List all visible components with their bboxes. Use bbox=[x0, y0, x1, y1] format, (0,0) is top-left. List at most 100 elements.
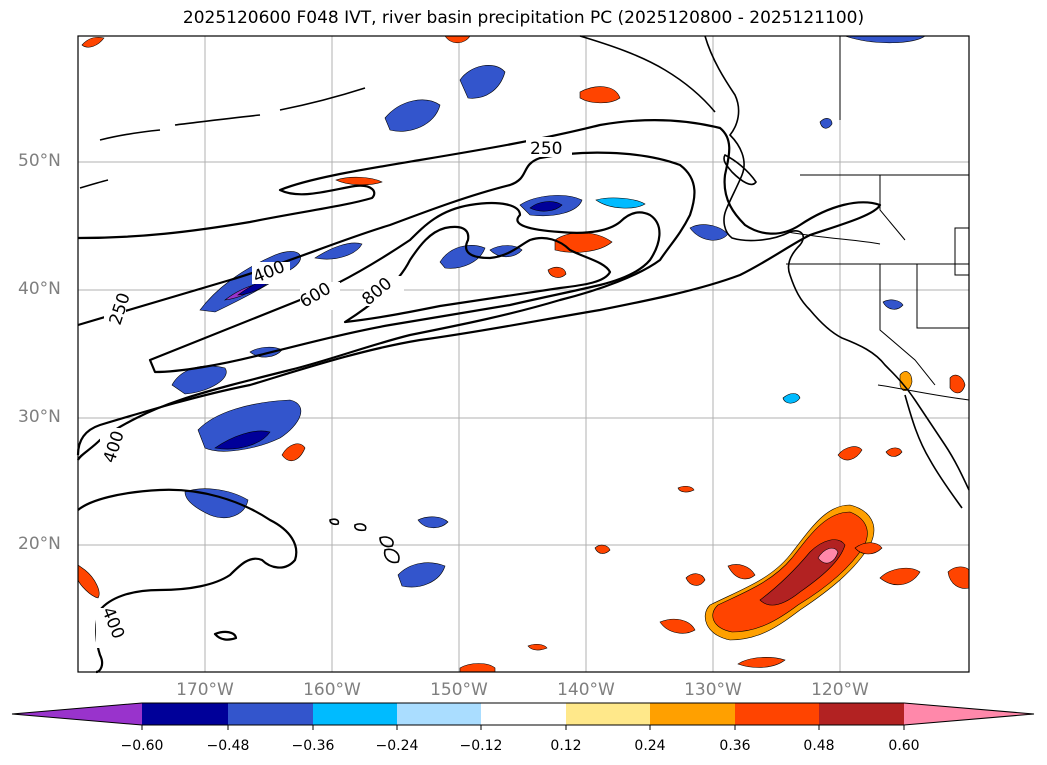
lon-label-150w: 150°W bbox=[430, 680, 488, 700]
hawaii-2 bbox=[354, 523, 367, 532]
ivt-contour-800 bbox=[343, 225, 612, 324]
anomaly-blob bbox=[281, 443, 306, 462]
lon-label-170w: 170°W bbox=[176, 680, 234, 700]
ivt-label-250-top: 250 bbox=[530, 139, 562, 159]
colorbar-tick-label: 0.36 bbox=[719, 738, 751, 754]
california-nevada bbox=[879, 264, 936, 386]
colorbar-seg bbox=[566, 703, 650, 725]
aleutian-3 bbox=[279, 87, 366, 111]
anomaly-blob bbox=[529, 201, 563, 212]
colorbar-tick-label: 0.12 bbox=[550, 738, 582, 754]
colorbar-tick-label: −0.36 bbox=[291, 738, 335, 754]
colorbar-tick-label: −0.48 bbox=[206, 738, 250, 754]
anomaly-blob bbox=[171, 365, 227, 395]
anomaly-blob bbox=[439, 245, 486, 269]
label-backing bbox=[364, 276, 404, 306]
colorbar-ticks bbox=[141, 725, 905, 730]
colorbar-extend-min bbox=[12, 703, 142, 725]
anomaly-blob bbox=[459, 663, 496, 673]
coastlines bbox=[79, 35, 970, 564]
colorbar-tick-label: −0.12 bbox=[459, 738, 503, 754]
anomaly-blob bbox=[837, 446, 863, 461]
anomaly-blob bbox=[677, 485, 695, 493]
ivt-contour-400 bbox=[76, 151, 696, 461]
baja-coast bbox=[904, 394, 963, 509]
nevada-utah bbox=[916, 264, 969, 329]
anomaly-blob bbox=[727, 564, 756, 580]
ivt-contour-600 bbox=[148, 201, 661, 374]
anomaly-blob bbox=[817, 547, 839, 564]
idaho-border bbox=[879, 175, 906, 241]
aleutian-2 bbox=[174, 114, 261, 126]
anomaly-blob bbox=[397, 562, 446, 588]
lat-label-50n: 50°N bbox=[18, 151, 61, 171]
label-backing bbox=[96, 608, 120, 648]
precip-positive-anomalies bbox=[77, 35, 970, 673]
anomaly-blob bbox=[547, 266, 567, 278]
label-backing bbox=[526, 137, 572, 157]
hawaii-3 bbox=[379, 536, 394, 548]
anomaly-blob bbox=[595, 197, 646, 209]
anomaly-blob bbox=[417, 516, 449, 529]
mexico-border bbox=[877, 384, 970, 401]
lon-label-140w: 140°W bbox=[557, 680, 615, 700]
anomaly-blob bbox=[885, 447, 903, 457]
colorbar-seg bbox=[228, 703, 313, 725]
anomaly-blob bbox=[214, 430, 271, 450]
aleutian-4 bbox=[79, 179, 109, 189]
colorbar-tick-label: 0.60 bbox=[888, 738, 920, 754]
colorbar-tick-label: −0.24 bbox=[375, 738, 419, 754]
anomaly-blob bbox=[882, 299, 904, 310]
lat-label-30n: 30°N bbox=[18, 407, 61, 427]
label-backing bbox=[104, 294, 126, 330]
label-backing bbox=[300, 282, 340, 310]
hawaii-4 bbox=[383, 548, 400, 564]
colorbar-tick-label: 0.24 bbox=[634, 738, 666, 754]
lat-label-40n: 40°N bbox=[18, 279, 61, 299]
colorbar-seg bbox=[650, 703, 735, 725]
anomaly-blob bbox=[854, 542, 883, 555]
precip-negative-anomalies bbox=[171, 35, 926, 588]
colorbar-seg bbox=[313, 703, 397, 725]
colorbar-seg bbox=[397, 703, 481, 725]
label-backing bbox=[100, 428, 124, 468]
anomaly-blob bbox=[314, 242, 363, 260]
anomaly-blob bbox=[685, 573, 706, 586]
lon-label-120w: 120°W bbox=[811, 680, 869, 700]
anomaly-blob bbox=[579, 86, 621, 104]
colorbar-seg bbox=[819, 703, 904, 725]
political-borders bbox=[786, 36, 970, 401]
anomaly-blob bbox=[335, 176, 383, 186]
lat-label-20n: 20°N bbox=[18, 534, 61, 554]
anomaly-blob bbox=[384, 99, 441, 132]
ivt-contour-small bbox=[213, 630, 238, 641]
anomaly-blob bbox=[949, 374, 966, 394]
colorbar-extend-max bbox=[904, 703, 1034, 725]
anomaly-blob bbox=[659, 618, 696, 634]
anomaly-blob bbox=[594, 544, 611, 554]
vancouver-island bbox=[723, 153, 757, 186]
map-frame bbox=[77, 35, 970, 673]
colorbar-seg bbox=[481, 703, 566, 725]
north-america-coast bbox=[704, 35, 970, 491]
colorbar-tick-label: −0.60 bbox=[120, 738, 164, 754]
lon-label-160w: 160°W bbox=[303, 680, 361, 700]
hawaii-1 bbox=[329, 518, 340, 526]
anomaly-blob bbox=[527, 643, 548, 651]
anomaly-blob bbox=[81, 36, 105, 48]
aleutian-1 bbox=[99, 129, 161, 141]
label-backing bbox=[252, 262, 290, 284]
washington-oregon bbox=[787, 231, 881, 245]
anomaly-blob bbox=[782, 393, 801, 404]
anomaly-blob bbox=[77, 564, 100, 599]
map-title: 2025120600 F048 IVT, river basin precipi… bbox=[182, 8, 865, 28]
colorbar-segments bbox=[12, 703, 1034, 725]
anomaly-blob bbox=[879, 567, 921, 586]
colorbar-seg bbox=[142, 703, 228, 725]
colorbar-tick-label: 0.48 bbox=[803, 738, 835, 754]
anomaly-blob bbox=[737, 657, 786, 668]
anomaly-blob bbox=[197, 399, 302, 452]
lon-label-130w: 130°W bbox=[684, 680, 742, 700]
